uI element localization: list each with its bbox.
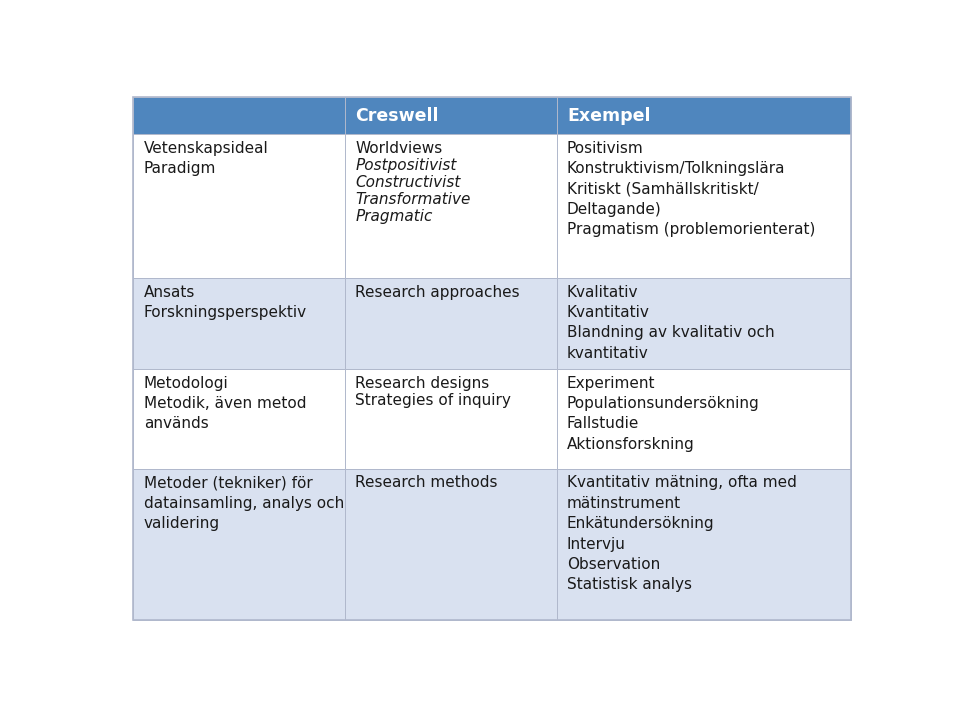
Text: Positivism
Konstruktivism/Tolkningslära
Kritiskt (Samhällskritiskt/
Deltagande)
: Positivism Konstruktivism/Tolkningslära … bbox=[567, 141, 815, 237]
Text: Kvantitativ mätning, ofta med
mätinstrument
Enkätundersökning
Intervju
Observati: Kvantitativ mätning, ofta med mätinstrum… bbox=[567, 475, 797, 592]
Text: Kvalitativ
Kvantitativ
Blandning av kvalitativ och
kvantitativ: Kvalitativ Kvantitativ Blandning av kval… bbox=[567, 285, 775, 361]
Bar bbox=[345, 97, 557, 134]
Text: Vetenskapsideal
Paradigm: Vetenskapsideal Paradigm bbox=[144, 141, 269, 176]
Text: Ansats
Forskningsperspektiv: Ansats Forskningsperspektiv bbox=[144, 285, 307, 320]
Text: Constructivist: Constructivist bbox=[355, 175, 461, 190]
Bar bbox=[133, 97, 345, 134]
Bar bbox=[557, 469, 851, 620]
Bar bbox=[557, 134, 851, 278]
Bar bbox=[133, 469, 345, 620]
Bar bbox=[133, 134, 345, 278]
Text: Creswell: Creswell bbox=[355, 107, 439, 124]
Bar bbox=[557, 369, 851, 469]
Text: Research methods: Research methods bbox=[355, 475, 498, 491]
Text: Research approaches: Research approaches bbox=[355, 285, 520, 299]
Text: Pragmatic: Pragmatic bbox=[355, 209, 433, 224]
Bar bbox=[345, 469, 557, 620]
Bar bbox=[345, 278, 557, 369]
Text: Experiment
Populationsundersökning
Fallstudie
Aktionsforskning: Experiment Populationsundersökning Falls… bbox=[567, 376, 759, 452]
Text: Exempel: Exempel bbox=[567, 107, 651, 124]
Text: Research designs: Research designs bbox=[355, 376, 490, 390]
Bar bbox=[557, 97, 851, 134]
Text: Transformative: Transformative bbox=[355, 192, 470, 207]
Text: Metodologi
Metodik, även metod
används: Metodologi Metodik, även metod används bbox=[144, 376, 306, 431]
Text: Postpositivist: Postpositivist bbox=[355, 158, 457, 173]
Bar bbox=[133, 369, 345, 469]
Text: Worldviews: Worldviews bbox=[355, 141, 443, 156]
Text: Strategies of inquiry: Strategies of inquiry bbox=[355, 393, 512, 407]
Text: Metoder (tekniker) för
datainsamling, analys och
validering: Metoder (tekniker) för datainsamling, an… bbox=[144, 475, 344, 531]
Bar bbox=[345, 134, 557, 278]
Bar bbox=[557, 278, 851, 369]
Bar bbox=[133, 278, 345, 369]
Bar bbox=[345, 369, 557, 469]
